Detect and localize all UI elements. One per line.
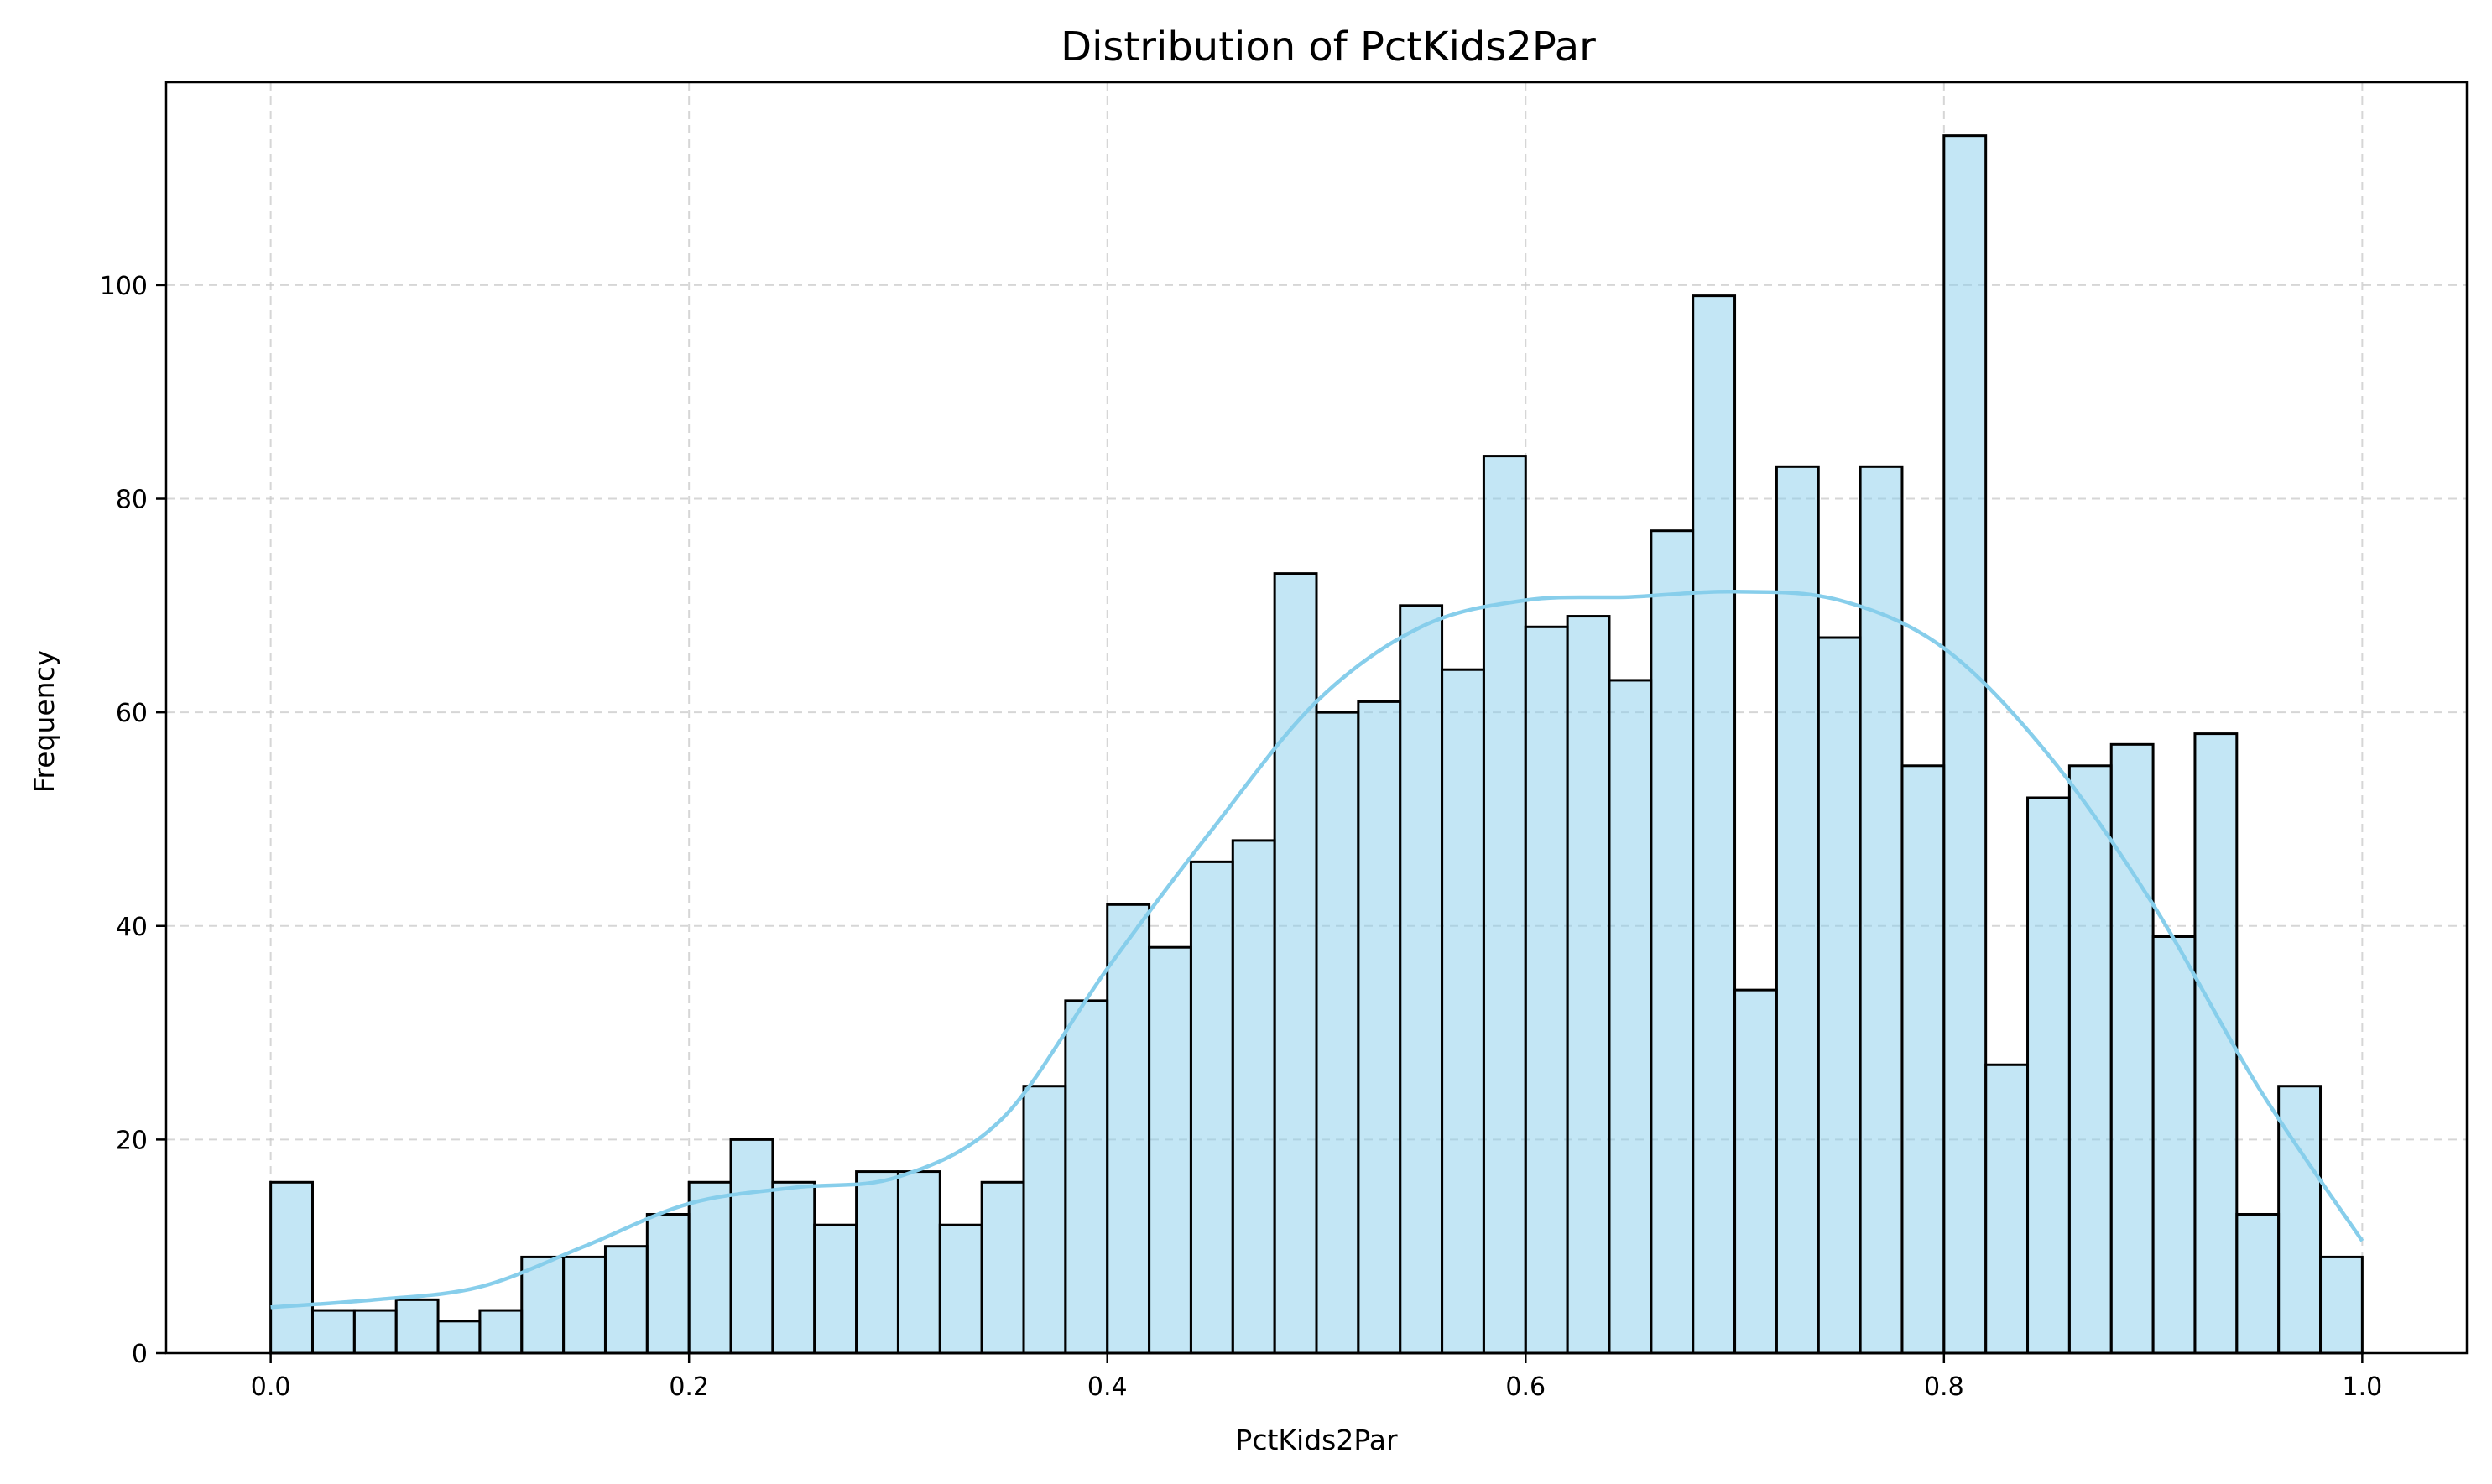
y-tick-label: 0: [132, 1340, 148, 1369]
bar: [269, 1180, 314, 1355]
y-tick-label: 20: [116, 1126, 148, 1155]
bar: [771, 1180, 816, 1355]
bar: [1064, 999, 1109, 1355]
bar: [980, 1180, 1025, 1355]
bar: [2235, 1212, 2281, 1355]
x-axis: 0.0 0.2 0.4 0.6 0.8 1.0: [251, 1353, 2382, 1402]
bar: [1106, 903, 1151, 1355]
bar: [1608, 679, 1653, 1355]
bar: [310, 1309, 356, 1355]
bar: [1441, 668, 1485, 1355]
bars: [269, 134, 2364, 1355]
bar: [938, 1223, 983, 1355]
y-tick-label: 40: [116, 913, 148, 942]
bar: [2151, 935, 2197, 1355]
bar: [645, 1212, 691, 1355]
bar: [1231, 839, 1276, 1355]
bar: [1399, 604, 1444, 1355]
bar: [603, 1245, 649, 1355]
y-tick-label: 80: [116, 486, 148, 515]
bar: [1566, 615, 1611, 1355]
bar: [729, 1138, 774, 1355]
x-tick-label: 0.6: [1505, 1372, 1546, 1402]
x-tick-label: 0.4: [1087, 1372, 1128, 1402]
y-tick-label: 100: [100, 272, 148, 301]
x-axis-label: PctKids2Par: [1235, 1424, 1398, 1456]
y-axis-label: Frequency: [28, 650, 60, 793]
bar: [352, 1309, 398, 1355]
bar: [1900, 764, 1946, 1355]
x-tick-label: 0.0: [251, 1372, 291, 1402]
bar: [2026, 796, 2071, 1355]
bar: [436, 1320, 482, 1355]
bar: [1189, 860, 1234, 1355]
bar: [2067, 764, 2113, 1355]
bar: [2109, 742, 2155, 1355]
y-axis: 0 20 40 60 80 100: [100, 272, 166, 1369]
bar: [2319, 1255, 2364, 1355]
bar: [1650, 529, 1695, 1355]
bar: [1482, 455, 1527, 1355]
x-tick-label: 0.2: [669, 1372, 709, 1402]
kde-curve: [270, 589, 2364, 1310]
plot-frame: [164, 81, 2469, 1355]
bar: [1022, 1085, 1067, 1355]
bar: [1775, 465, 1820, 1355]
bar: [1148, 945, 1192, 1355]
y-tick-label: 60: [116, 699, 148, 728]
bar: [1733, 988, 1778, 1355]
x-tick-label: 0.8: [1924, 1372, 1964, 1402]
bar: [1942, 134, 1988, 1355]
bar: [1692, 294, 1737, 1355]
bar: [478, 1309, 524, 1355]
bar: [1315, 711, 1360, 1355]
chart-title: Distribution of PctKids2Par: [1061, 23, 1596, 70]
bar: [2193, 732, 2239, 1355]
bar: [1524, 625, 1569, 1355]
bar: [1357, 700, 1402, 1355]
x-tick-label: 1.0: [2343, 1372, 2383, 1402]
bar: [813, 1223, 858, 1355]
bar: [896, 1170, 941, 1355]
bar: [394, 1298, 440, 1355]
bar: [1273, 572, 1318, 1355]
bar: [562, 1255, 607, 1355]
bar: [1817, 636, 1862, 1355]
bar: [1984, 1063, 2030, 1355]
bar: [1859, 465, 1904, 1355]
bar: [855, 1170, 899, 1355]
bar: [687, 1180, 732, 1355]
